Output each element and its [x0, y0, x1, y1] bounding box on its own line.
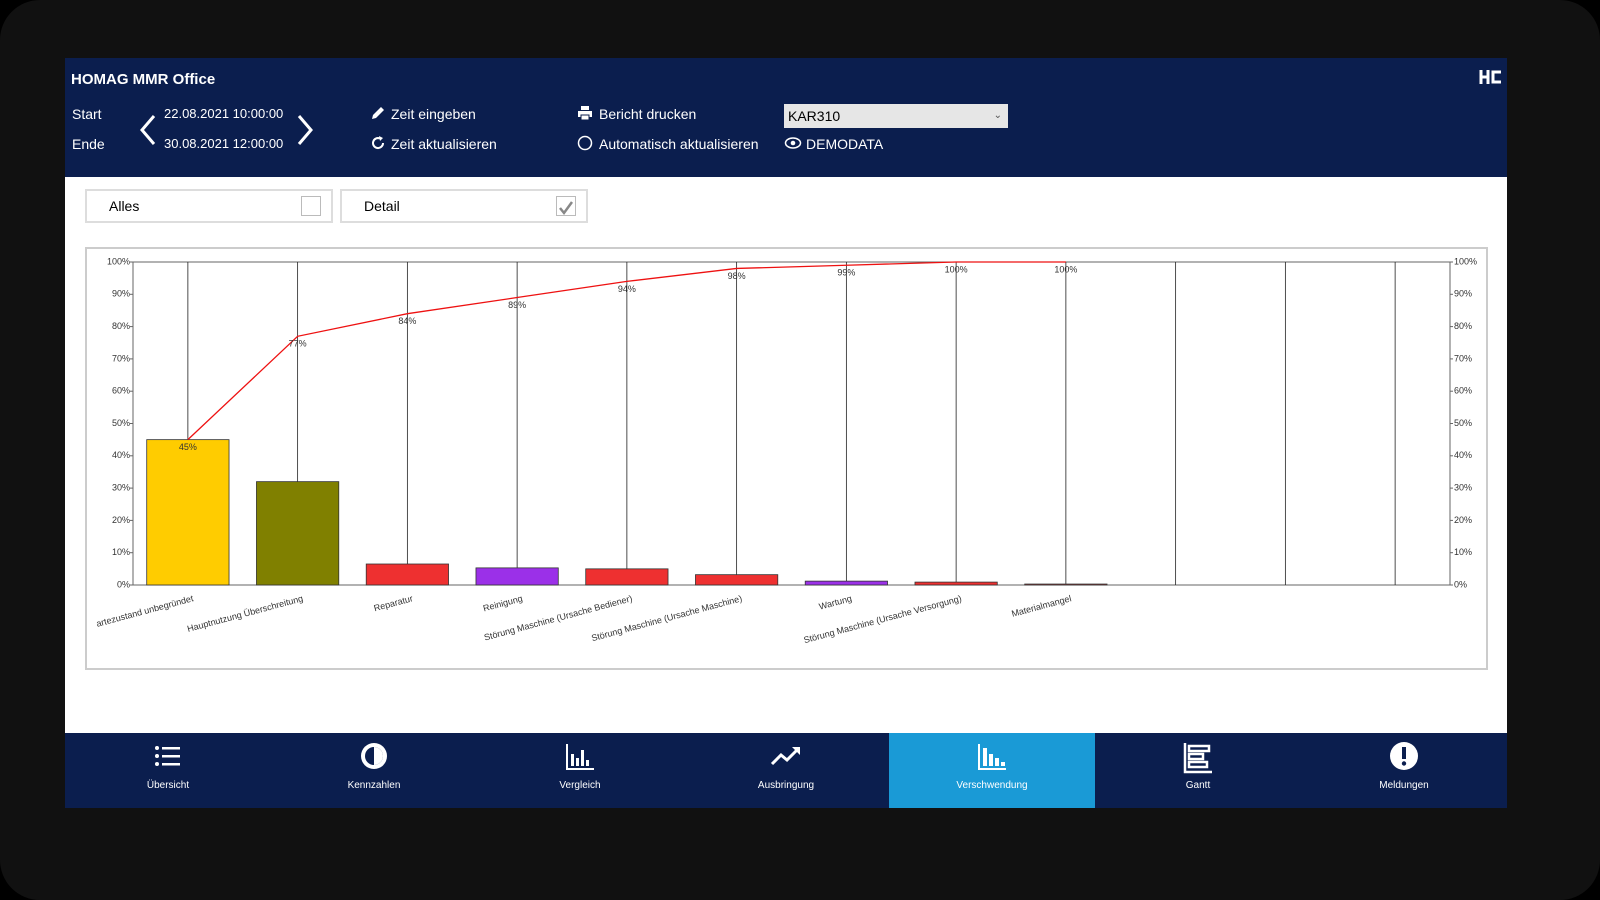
filter-button[interactable]: Alles	[85, 189, 333, 223]
next-button[interactable]	[295, 114, 315, 146]
nav-item[interactable]: Kennzahlen	[271, 733, 477, 808]
y-tick-label: 30%	[112, 482, 130, 492]
nav-icon	[566, 744, 594, 770]
y2-tick-label: 60%	[1454, 386, 1472, 396]
nav-label: Verschwendung	[956, 780, 1028, 791]
checkbox	[556, 196, 576, 216]
nav-item[interactable]: Meldungen	[1301, 733, 1507, 808]
y-tick-label: 70%	[112, 353, 130, 363]
y-tick-label: 100%	[107, 256, 130, 266]
nav-label: Meldungen	[1379, 780, 1429, 791]
y2-tick-label: 100%	[1454, 256, 1477, 266]
nav-icon	[978, 744, 1006, 770]
bar	[365, 563, 449, 586]
line-value-label: 84%	[398, 316, 416, 326]
bar	[695, 574, 779, 586]
nav-icon	[770, 747, 800, 766]
y2-tick-label: 10%	[1454, 547, 1472, 557]
y-tick-label: 40%	[112, 450, 130, 460]
checkbox	[301, 196, 321, 216]
y2-tick-label: 70%	[1454, 353, 1472, 363]
bar	[146, 439, 230, 586]
prev-button[interactable]	[138, 114, 158, 146]
y2-tick-label: 40%	[1454, 450, 1472, 460]
y-tick-label: 60%	[112, 386, 130, 396]
data-source: DEMODATA	[806, 136, 884, 152]
nav-item[interactable]: Ausbringung	[683, 733, 889, 808]
y-tick-label: 50%	[112, 418, 130, 428]
bar	[1024, 583, 1108, 586]
action-button[interactable]: Zeit aktualisieren	[391, 136, 497, 152]
dropdown-arrow: ⌄	[993, 110, 1002, 121]
logo	[1479, 70, 1501, 84]
bar	[475, 567, 559, 586]
nav-icon	[1183, 743, 1212, 774]
action-button[interactable]: Bericht drucken	[599, 106, 697, 122]
nav-label: Übersicht	[146, 780, 190, 791]
eye-icon	[784, 137, 802, 149]
nav-label: Gantt	[1185, 780, 1211, 791]
bar	[914, 581, 998, 586]
filter-label: Detail	[364, 198, 400, 214]
y2-tick-label: 0%	[1454, 579, 1467, 589]
y-tick-label: 80%	[112, 321, 130, 331]
y-tick-label: 10%	[112, 547, 130, 557]
start-label: Start	[72, 106, 102, 122]
bar	[256, 481, 340, 586]
nav-icon	[155, 746, 180, 766]
y2-tick-label: 80%	[1454, 321, 1472, 331]
machine-select[interactable]: KAR310 ⌄	[784, 104, 1008, 128]
check-mark	[559, 201, 574, 216]
nav-label: Vergleich	[559, 780, 601, 791]
y-tick-label: 20%	[112, 515, 130, 525]
filter-button[interactable]: Detail	[340, 189, 588, 223]
nav-item[interactable]: Verschwendung	[889, 733, 1095, 808]
line-value-label: 89%	[508, 300, 526, 310]
line-value-label: 94%	[618, 284, 636, 294]
line-value-label: 98%	[728, 271, 746, 281]
y2-tick-label: 20%	[1454, 515, 1472, 525]
line-value-label: 77%	[289, 339, 307, 349]
screen: HOMAG MMR Office Start Ende 22.08.2021 1…	[65, 58, 1507, 808]
nav-label: Kennzahlen	[347, 780, 401, 791]
action-button[interactable]: Automatisch aktualisieren	[599, 136, 759, 152]
y-tick-label: 0%	[117, 579, 130, 589]
nav-item[interactable]: Übersicht	[65, 733, 271, 808]
nav-icon	[1390, 742, 1418, 770]
bar	[804, 580, 888, 586]
line-value-label: 100%	[1054, 264, 1077, 274]
start-date[interactable]: 22.08.2021 10:00:00	[164, 106, 284, 121]
print-icon	[578, 106, 592, 121]
action-button[interactable]: Zeit eingeben	[391, 106, 476, 122]
header: HOMAG MMR Office Start Ende 22.08.2021 1…	[65, 58, 1507, 177]
line-value-label: 99%	[837, 268, 855, 278]
end-label: Ende	[72, 136, 105, 152]
nav-icon	[361, 743, 387, 769]
cumulative-line	[187, 261, 1066, 441]
y-tick-label: 90%	[112, 289, 130, 299]
app-title: HOMAG MMR Office	[71, 71, 216, 88]
nav-item[interactable]: Vergleich	[477, 733, 683, 808]
nav-label: Ausbringung	[757, 780, 815, 791]
refresh-icon	[372, 136, 385, 150]
line-value-label: 45%	[179, 442, 197, 452]
y2-tick-label: 90%	[1454, 289, 1472, 299]
chart-border	[85, 247, 1488, 670]
nav-bar: Übersicht Kennzahlen Vergleich Ausbringu…	[65, 733, 1507, 808]
end-date[interactable]: 30.08.2021 12:00:00	[164, 136, 284, 151]
pencil-icon	[372, 107, 384, 119]
nav-item[interactable]: Gantt	[1095, 733, 1301, 808]
machine-value: KAR310	[788, 108, 841, 124]
filter-label: Alles	[109, 198, 140, 214]
bar	[585, 568, 669, 586]
y2-tick-label: 30%	[1454, 482, 1472, 492]
radio[interactable]	[577, 135, 593, 151]
chart: 0% 10% 20% 30% 40% 50% 60% 70% 80% 90% 100% 0% 10% 20…	[85, 247, 1488, 670]
y2-tick-label: 50%	[1454, 418, 1472, 428]
line-value-label: 100%	[945, 264, 968, 274]
